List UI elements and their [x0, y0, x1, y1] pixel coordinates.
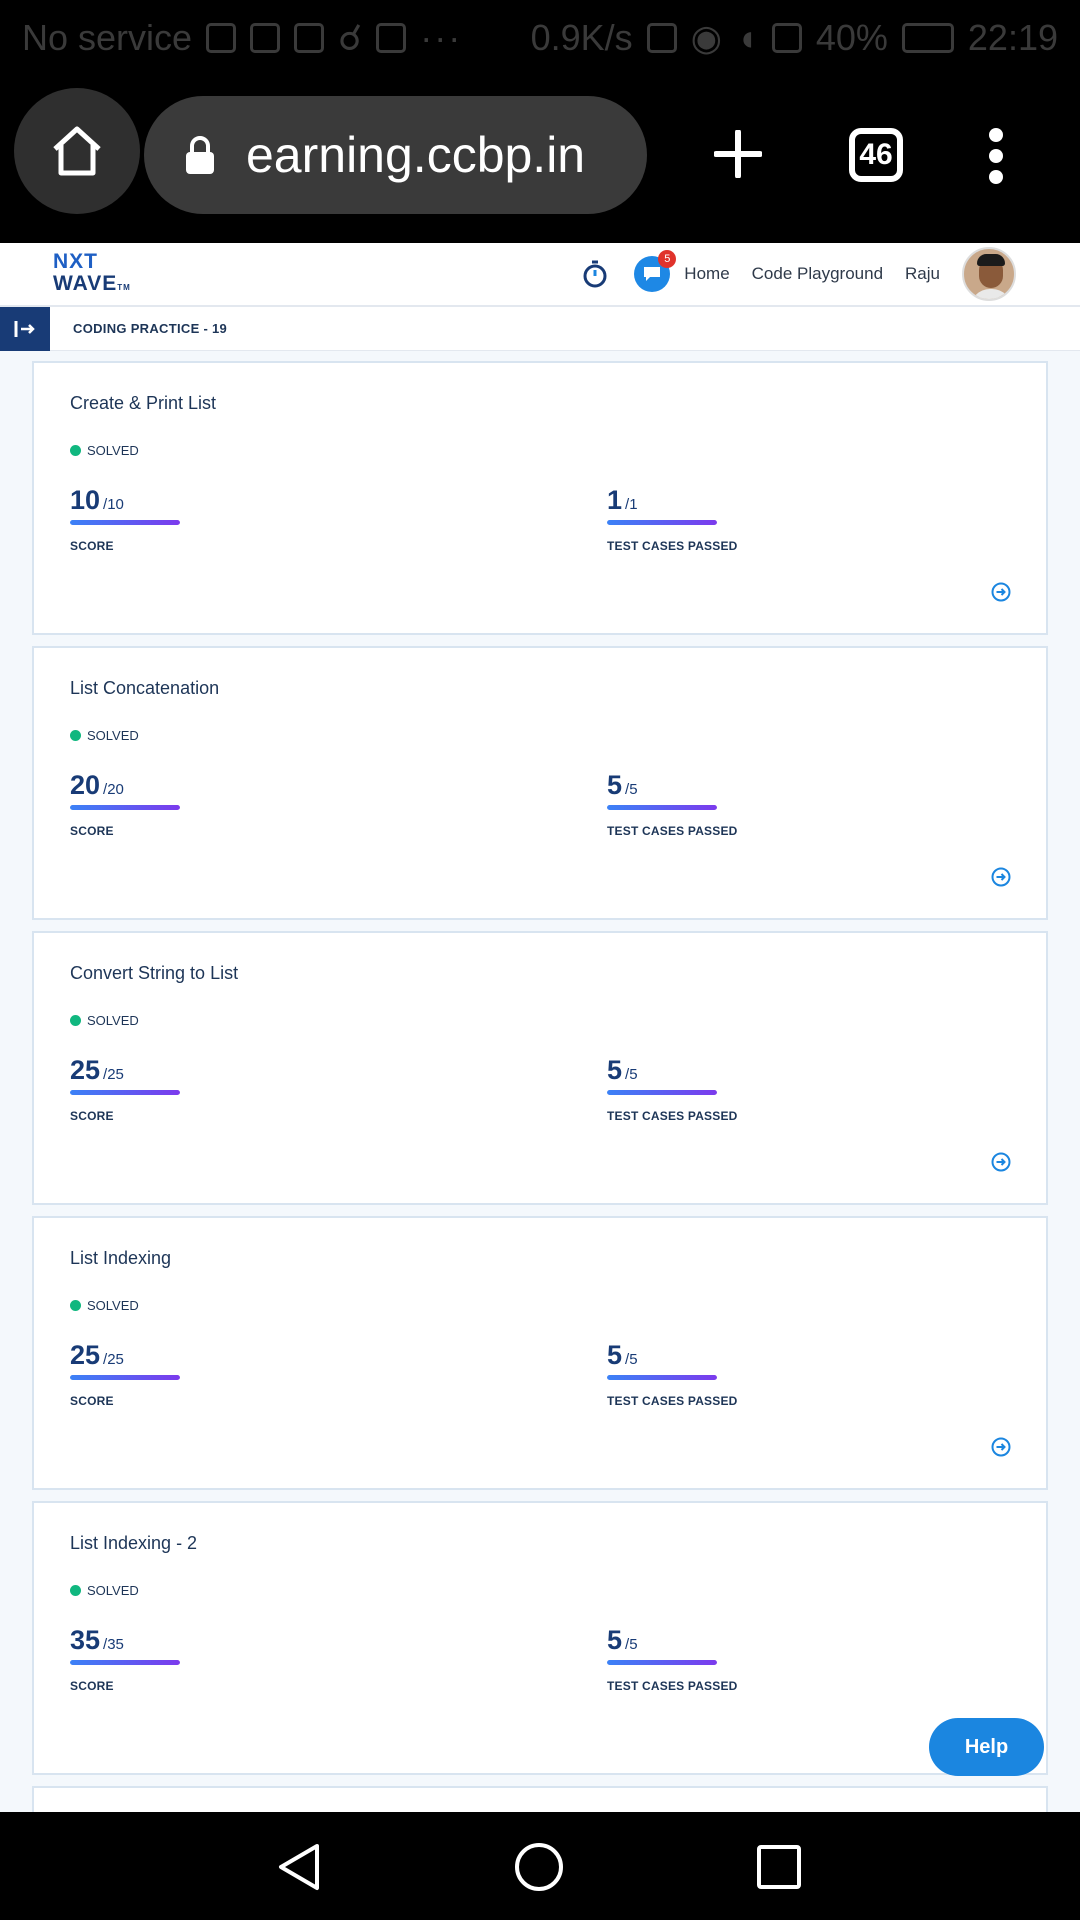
question-card[interactable] [32, 1786, 1048, 1812]
home-circle-icon[interactable] [514, 1842, 564, 1892]
score-progress-bar [70, 1660, 180, 1665]
score-progress-bar [70, 520, 180, 525]
back-icon[interactable] [275, 1842, 325, 1892]
score-metric: 25/25 SCORE [70, 1055, 180, 1123]
notifications-button[interactable]: 5 [634, 250, 677, 292]
arrow-right-circle-icon[interactable] [991, 867, 1011, 887]
tests-progress-bar [607, 520, 717, 525]
browser-menu-button[interactable] [985, 128, 1007, 184]
arrow-right-circle-icon[interactable] [991, 1152, 1011, 1172]
user-name[interactable]: Raju [905, 264, 940, 283]
tests-progress-bar [607, 1090, 717, 1095]
solved-dot-icon [70, 730, 81, 741]
app-icon [294, 23, 325, 53]
stopwatch-icon[interactable] [580, 259, 610, 289]
score-progress-bar [70, 1375, 180, 1380]
status-badge: SOLVED [70, 1583, 139, 1598]
tests-progress-bar [607, 805, 717, 810]
question-title[interactable]: Create & Print List [70, 393, 217, 413]
menu-dot-icon [989, 128, 1003, 142]
score-progress-bar [70, 805, 180, 810]
system-navigation-bar [0, 1812, 1080, 1920]
lock-icon [184, 135, 216, 175]
eye-icon: ◉ [690, 17, 723, 58]
menu-dot-icon [989, 149, 1003, 163]
tests-metric: 5/5 TEST CASES PASSED [607, 1055, 738, 1123]
status-badge: SOLVED [70, 728, 139, 743]
question-card[interactable]: Convert String to List SOLVED 25/25 SCOR… [32, 931, 1048, 1205]
help-button[interactable]: Help [929, 1718, 1044, 1776]
url-text: earning.ccbp.in [246, 127, 586, 183]
nxtwave-logo[interactable]: NXT WAVETM [53, 250, 131, 295]
question-list: Create & Print List SOLVED 10/10 SCORE 1… [32, 361, 1048, 1812]
score-metric: 20/20 SCORE [70, 770, 180, 838]
plus-icon [714, 130, 762, 178]
tests-metric: 5/5 TEST CASES PASSED [607, 770, 738, 838]
alert-icon [771, 23, 802, 53]
question-card[interactable]: List Concatenation SOLVED 20/20 SCORE 5/… [32, 646, 1048, 920]
tests-metric: 5/5 TEST CASES PASSED [607, 1625, 738, 1693]
youtube-icon [250, 23, 281, 53]
bell-icon: ☌ [338, 17, 363, 58]
status-badge: SOLVED [70, 443, 139, 458]
solved-dot-icon [70, 1585, 81, 1596]
home-icon [53, 126, 101, 176]
tests-metric: 5/5 TEST CASES PASSED [607, 1340, 738, 1408]
nav-home-link[interactable]: Home [684, 264, 730, 283]
clock: 22:19 [967, 17, 1058, 58]
chat-icon [634, 256, 671, 292]
sidebar-toggle-button[interactable] [0, 307, 50, 351]
battery-percent: 40% [815, 17, 888, 58]
question-title[interactable]: List Indexing [70, 1248, 172, 1268]
expand-sidebar-icon [14, 321, 35, 337]
arrow-right-circle-icon[interactable] [991, 582, 1011, 602]
web-page: NXT WAVETM 5 Home Code Playgroun [0, 243, 1080, 1812]
recents-icon[interactable] [754, 1842, 804, 1892]
breadcrumb-bar [0, 307, 1080, 351]
notification-icon [376, 23, 407, 53]
tab-switcher-button[interactable]: 46 [849, 128, 903, 182]
browser-toolbar: earning.ccbp.in 46 [0, 76, 1080, 243]
tests-progress-bar [607, 1660, 717, 1665]
question-card[interactable]: Create & Print List SOLVED 10/10 SCORE 1… [32, 361, 1048, 635]
score-progress-bar [70, 1090, 180, 1095]
score-metric: 35/35 SCORE [70, 1625, 180, 1693]
score-metric: 25/25 SCORE [70, 1340, 180, 1408]
browser-home-button[interactable] [14, 88, 140, 214]
avatar[interactable] [962, 247, 1016, 301]
solved-dot-icon [70, 1015, 81, 1026]
question-card[interactable]: List Indexing SOLVED 25/25 SCORE 5/5 TES… [32, 1216, 1048, 1490]
address-bar[interactable]: earning.ccbp.in [144, 96, 647, 214]
more-notifications-icon: ··· [420, 17, 463, 58]
status-badge: SOLVED [70, 1298, 139, 1313]
wifi-icon: ◖ [736, 17, 758, 58]
tests-metric: 1/1 TEST CASES PASSED [607, 485, 738, 553]
system-status-bar: No service ☌ ··· 0.9K/s ◉ ◖ 40% 22:19 [0, 0, 1080, 76]
menu-dot-icon [989, 170, 1003, 184]
carrier-text: No service [22, 17, 193, 58]
question-card[interactable]: List Indexing - 2 SOLVED 35/35 SCORE 5/5… [32, 1501, 1048, 1775]
vibrate-icon [646, 23, 677, 53]
sim-icon [206, 23, 237, 53]
battery-icon [901, 23, 954, 53]
question-title[interactable]: Convert String to List [70, 963, 239, 983]
notification-badge: 5 [658, 250, 677, 268]
score-metric: 10/10 SCORE [70, 485, 180, 553]
net-speed: 0.9K/s [530, 17, 633, 58]
solved-dot-icon [70, 1300, 81, 1311]
tests-progress-bar [607, 1375, 717, 1380]
new-tab-button[interactable] [710, 121, 766, 187]
arrow-right-circle-icon[interactable] [991, 1437, 1011, 1457]
solved-dot-icon [70, 445, 81, 456]
question-title[interactable]: List Concatenation [70, 678, 220, 698]
top-navigation: NXT WAVETM 5 Home Code Playgroun [0, 243, 1080, 307]
breadcrumb: CODING PRACTICE - 19 [73, 321, 228, 336]
status-badge: SOLVED [70, 1013, 139, 1028]
question-title[interactable]: List Indexing - 2 [70, 1533, 198, 1553]
nav-code-playground-link[interactable]: Code Playground [751, 264, 884, 283]
